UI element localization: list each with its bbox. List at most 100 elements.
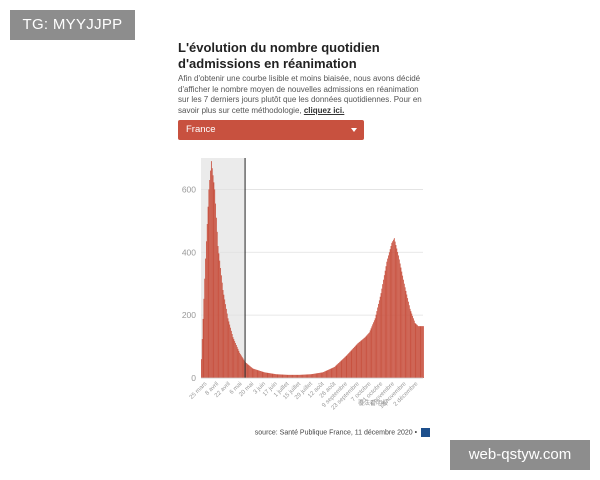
- data-bar: [414, 323, 416, 378]
- data-bar: [267, 372, 269, 378]
- data-bar: [418, 326, 420, 378]
- data-bar: [349, 351, 351, 378]
- data-bar: [382, 284, 384, 378]
- data-bar: [234, 341, 236, 378]
- data-bar: [334, 367, 335, 378]
- data-bar: [250, 367, 252, 378]
- data-bar: [374, 318, 376, 378]
- data-bar: [373, 322, 374, 378]
- description-text: Afin d'obtenir une courbe lisible et moi…: [178, 74, 422, 115]
- data-bar: [256, 369, 258, 378]
- data-bar: [410, 311, 412, 378]
- data-bar: [402, 275, 404, 378]
- data-bar: [348, 353, 349, 378]
- data-bar: [353, 347, 354, 378]
- data-bar: [376, 311, 378, 378]
- data-bar: [262, 371, 264, 378]
- data-bar: [327, 370, 329, 378]
- data-bar: [299, 374, 300, 378]
- data-bar: [214, 189, 216, 378]
- data-bar: [279, 374, 280, 378]
- data-bar: [268, 373, 270, 378]
- data-bar: [315, 373, 317, 378]
- data-bar: [408, 305, 410, 378]
- data-bar: [227, 318, 229, 378]
- methodology-link[interactable]: cliquez ici.: [303, 105, 345, 115]
- data-bar: [375, 314, 377, 378]
- data-bar: [295, 374, 297, 378]
- data-bar: [394, 241, 396, 378]
- data-bar: [320, 372, 322, 378]
- data-bar: [411, 313, 413, 378]
- data-bar: [381, 288, 383, 378]
- data-bar: [302, 374, 304, 378]
- data-bar: [291, 374, 293, 378]
- data-bar: [286, 374, 288, 378]
- data-bar: [350, 350, 352, 378]
- data-bar: [230, 330, 232, 378]
- data-bar: [322, 372, 324, 378]
- data-bar: [314, 373, 316, 378]
- data-bar: [407, 298, 409, 378]
- region-select[interactable]: France: [178, 120, 364, 140]
- data-bar: [266, 372, 268, 378]
- data-bar: [418, 326, 419, 378]
- data-bar: [270, 373, 271, 378]
- data-bar: [332, 367, 334, 378]
- data-bar: [222, 290, 224, 378]
- data-bar: [296, 374, 298, 378]
- data-bar: [345, 356, 347, 378]
- data-bar: [367, 334, 369, 378]
- data-bar: [369, 330, 371, 378]
- data-bar: [204, 278, 206, 378]
- data-bar: [325, 370, 327, 378]
- data-bar: [235, 345, 237, 378]
- data-bar: [388, 252, 390, 378]
- data-bar: [342, 359, 344, 378]
- data-bar: [422, 326, 423, 378]
- data-bar: [380, 293, 382, 378]
- data-bar: [305, 374, 307, 378]
- data-bar: [383, 275, 385, 378]
- data-bar: [385, 266, 387, 378]
- data-bar: [260, 371, 262, 378]
- data-bar: [261, 371, 263, 378]
- data-bar: [420, 326, 422, 378]
- data-bar: [285, 374, 287, 378]
- data-bar: [347, 354, 349, 378]
- data-bar: [396, 248, 398, 378]
- data-bar: [368, 333, 369, 378]
- data-bar: [329, 369, 330, 378]
- data-bar: [346, 355, 348, 378]
- data-bar: [231, 334, 233, 378]
- data-bar: [401, 271, 403, 378]
- overlay-stamp: 覆法看明报: [358, 401, 389, 407]
- data-bar: [236, 346, 238, 378]
- data-bar: [354, 346, 356, 378]
- data-bar: [259, 370, 261, 378]
- data-bar: [230, 327, 231, 378]
- data-bar: [223, 294, 225, 378]
- data-bar: [224, 299, 226, 378]
- data-bar: [391, 242, 393, 378]
- data-bar: [355, 345, 357, 378]
- data-bar: [415, 323, 417, 378]
- data-bar: [349, 352, 350, 378]
- data-bar: [276, 374, 278, 378]
- data-bar: [221, 282, 223, 378]
- data-bar: [339, 362, 340, 378]
- data-bar: [289, 374, 291, 378]
- data-bar: [271, 373, 273, 378]
- data-bar: [388, 255, 389, 378]
- data-bar: [301, 374, 303, 378]
- data-bar: [228, 321, 230, 378]
- data-bar: [417, 325, 419, 378]
- data-bar: [392, 241, 394, 378]
- data-bar: [344, 356, 346, 378]
- data-bar: [243, 359, 245, 378]
- data-bar: [254, 369, 256, 378]
- data-bar: [324, 371, 325, 378]
- data-bar: [370, 328, 372, 378]
- data-bar: [386, 261, 388, 378]
- data-bar: [393, 238, 395, 378]
